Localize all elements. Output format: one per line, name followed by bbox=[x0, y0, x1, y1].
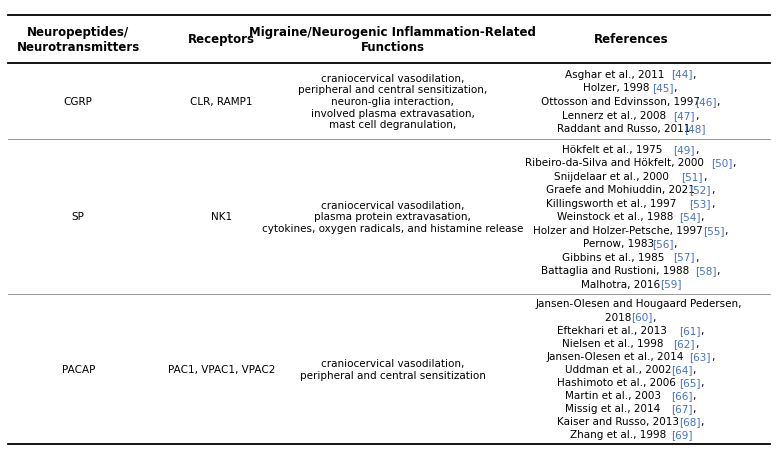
Text: ,: , bbox=[700, 377, 703, 387]
Text: NK1: NK1 bbox=[211, 212, 232, 221]
Text: Graefe and Mohiuddin, 2021: Graefe and Mohiuddin, 2021 bbox=[546, 185, 699, 195]
Text: [62]: [62] bbox=[674, 338, 695, 348]
Text: ,: , bbox=[700, 416, 703, 426]
Text: [53]: [53] bbox=[689, 198, 711, 208]
Text: Hashimoto et al., 2006: Hashimoto et al., 2006 bbox=[557, 377, 679, 387]
Text: ,: , bbox=[724, 225, 727, 235]
Text: ,: , bbox=[716, 97, 720, 107]
Text: [51]: [51] bbox=[682, 171, 703, 181]
Text: ,: , bbox=[692, 403, 696, 413]
Text: [56]: [56] bbox=[652, 239, 674, 249]
Text: Zhang et al., 1998: Zhang et al., 1998 bbox=[570, 429, 670, 439]
Text: craniocervical vasodilation,
peripheral and central sensitization,
neuron-glia i: craniocervical vasodilation, peripheral … bbox=[298, 74, 488, 130]
Text: Pernow, 1983: Pernow, 1983 bbox=[584, 239, 657, 249]
Text: Missig et al., 2014: Missig et al., 2014 bbox=[565, 403, 663, 413]
Text: Malhotra, 2016: Malhotra, 2016 bbox=[580, 279, 663, 289]
Text: ,: , bbox=[710, 351, 714, 361]
Text: craniocervical vasodilation,
plasma protein extravasation,
cytokines, oxygen rad: craniocervical vasodilation, plasma prot… bbox=[262, 200, 524, 233]
Text: PACAP: PACAP bbox=[61, 364, 95, 374]
Text: [48]: [48] bbox=[684, 124, 706, 134]
Text: ,: , bbox=[710, 185, 714, 195]
Text: Raddant and Russo, 2011: Raddant and Russo, 2011 bbox=[557, 124, 693, 134]
Text: [69]: [69] bbox=[671, 429, 692, 439]
Text: [52]: [52] bbox=[689, 185, 711, 195]
Text: ,: , bbox=[695, 110, 698, 120]
Text: [47]: [47] bbox=[674, 110, 695, 120]
Text: [44]: [44] bbox=[671, 69, 692, 79]
Text: [49]: [49] bbox=[674, 144, 695, 154]
Text: CGRP: CGRP bbox=[64, 97, 93, 107]
Text: Neuropeptides/
Neurotransmitters: Neuropeptides/ Neurotransmitters bbox=[16, 26, 140, 54]
Text: Migraine/Neurogenic Inflammation-Related
Functions: Migraine/Neurogenic Inflammation-Related… bbox=[250, 26, 536, 54]
Text: Hökfelt et al., 1975: Hökfelt et al., 1975 bbox=[562, 144, 666, 154]
Text: Eftekhari et al., 2013: Eftekhari et al., 2013 bbox=[557, 325, 670, 335]
Text: ,: , bbox=[674, 239, 677, 249]
Text: [50]: [50] bbox=[710, 158, 732, 168]
Text: [67]: [67] bbox=[671, 403, 692, 413]
Text: [55]: [55] bbox=[703, 225, 724, 235]
Text: Holzer and Holzer-Petsche, 1997: Holzer and Holzer-Petsche, 1997 bbox=[533, 225, 706, 235]
Text: ,: , bbox=[674, 83, 677, 93]
Text: [54]: [54] bbox=[679, 212, 700, 221]
Text: [59]: [59] bbox=[661, 279, 682, 289]
Text: [60]: [60] bbox=[631, 312, 653, 322]
Text: [45]: [45] bbox=[652, 83, 674, 93]
Text: ,: , bbox=[652, 312, 656, 322]
Text: Battaglia and Rustioni, 1988: Battaglia and Rustioni, 1988 bbox=[541, 266, 692, 276]
Text: Martin et al., 2003: Martin et al., 2003 bbox=[565, 390, 664, 400]
Text: Ribeiro-da-Silva and Hökfelt, 2000: Ribeiro-da-Silva and Hökfelt, 2000 bbox=[525, 158, 707, 168]
Text: Jansen-Olesen and Hougaard Pedersen,: Jansen-Olesen and Hougaard Pedersen, bbox=[535, 299, 742, 309]
Text: Jansen-Olesen et al., 2014: Jansen-Olesen et al., 2014 bbox=[546, 351, 687, 361]
Text: ,: , bbox=[692, 390, 696, 400]
Text: Asghar et al., 2011: Asghar et al., 2011 bbox=[565, 69, 668, 79]
Text: [65]: [65] bbox=[679, 377, 700, 387]
Text: ,: , bbox=[692, 364, 696, 374]
Text: Receptors: Receptors bbox=[187, 33, 254, 46]
Text: Uddman et al., 2002: Uddman et al., 2002 bbox=[565, 364, 675, 374]
Text: ,: , bbox=[732, 158, 735, 168]
Text: Kaiser and Russo, 2013: Kaiser and Russo, 2013 bbox=[557, 416, 682, 426]
Text: [61]: [61] bbox=[679, 325, 700, 335]
Text: ,: , bbox=[716, 266, 720, 276]
Text: ,: , bbox=[700, 325, 703, 335]
Text: ,: , bbox=[703, 171, 706, 181]
Text: Nielsen et al., 1998: Nielsen et al., 1998 bbox=[562, 338, 667, 348]
Text: 2018: 2018 bbox=[605, 312, 634, 322]
Text: Ottosson and Edvinsson, 1997: Ottosson and Edvinsson, 1997 bbox=[541, 97, 703, 107]
Text: [64]: [64] bbox=[671, 364, 692, 374]
Text: [66]: [66] bbox=[671, 390, 692, 400]
Text: Lennerz et al., 2008: Lennerz et al., 2008 bbox=[562, 110, 669, 120]
Text: craniocervical vasodilation,
peripheral and central sensitization: craniocervical vasodilation, peripheral … bbox=[300, 359, 485, 380]
Text: CLR, RAMP1: CLR, RAMP1 bbox=[190, 97, 253, 107]
Text: Weinstock et al., 1988: Weinstock et al., 1988 bbox=[557, 212, 676, 221]
Text: Killingsworth et al., 1997: Killingsworth et al., 1997 bbox=[546, 198, 680, 208]
Text: References: References bbox=[594, 33, 668, 46]
Text: ,: , bbox=[695, 252, 698, 262]
Text: PAC1, VPAC1, VPAC2: PAC1, VPAC1, VPAC2 bbox=[167, 364, 275, 374]
Text: [58]: [58] bbox=[695, 266, 717, 276]
Text: [57]: [57] bbox=[674, 252, 695, 262]
Text: ,: , bbox=[710, 198, 714, 208]
Text: SP: SP bbox=[72, 212, 85, 221]
Text: Holzer, 1998: Holzer, 1998 bbox=[584, 83, 653, 93]
Text: [63]: [63] bbox=[689, 351, 711, 361]
Text: [68]: [68] bbox=[679, 416, 700, 426]
Text: Snijdelaar et al., 2000: Snijdelaar et al., 2000 bbox=[554, 171, 672, 181]
Text: ,: , bbox=[695, 338, 698, 348]
Text: ,: , bbox=[700, 212, 703, 221]
Text: [46]: [46] bbox=[695, 97, 717, 107]
Text: Gibbins et al., 1985: Gibbins et al., 1985 bbox=[562, 252, 668, 262]
Text: ,: , bbox=[692, 69, 696, 79]
Text: ,: , bbox=[695, 144, 698, 154]
